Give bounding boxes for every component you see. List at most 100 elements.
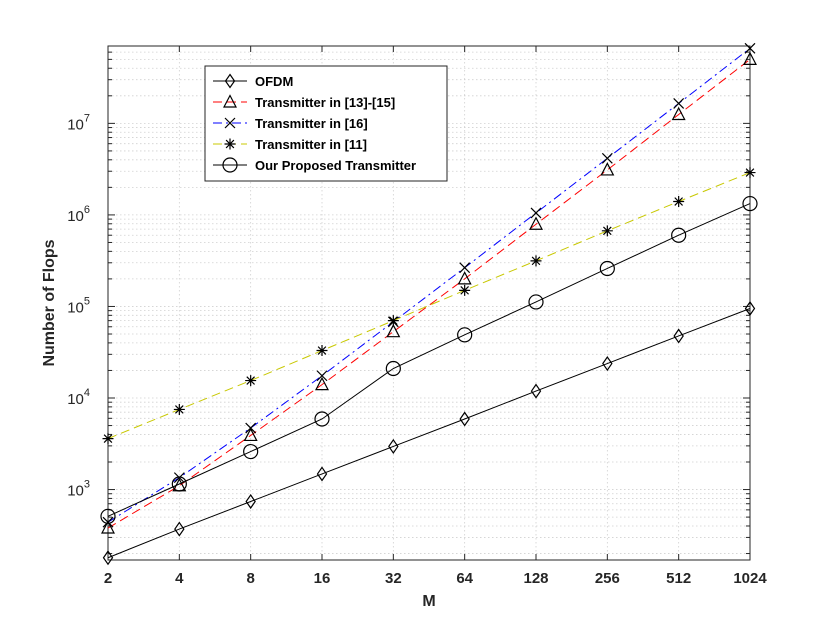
x-tick-labels: 2 4 8 16 32 64 128 256 512 1024	[104, 570, 768, 587]
marker-asterisk	[224, 138, 236, 150]
marker-asterisk	[673, 196, 685, 208]
series-line	[107, 308, 751, 559]
marker-asterisk	[102, 433, 114, 445]
marker-x	[173, 472, 185, 484]
marker-diamond	[102, 550, 114, 566]
series-0	[102, 300, 756, 566]
y-tick-label: 107	[67, 112, 90, 133]
x-tick-label: 256	[595, 570, 620, 587]
x-tick-label: 8	[246, 570, 254, 587]
marker-diamond	[673, 328, 684, 344]
y-tick-base: 10	[67, 116, 84, 133]
series-line	[107, 172, 751, 440]
marker-triangle	[457, 271, 472, 285]
series-line	[107, 47, 751, 523]
legend-label: Transmitter in [11]	[255, 137, 367, 152]
marker-circle	[243, 443, 259, 460]
y-tick-exponent: 4	[84, 387, 90, 399]
legend-entry: Transmitter in [16]	[213, 116, 368, 131]
marker-triangle	[386, 323, 401, 338]
marker-diamond	[245, 493, 256, 510]
marker-circle	[599, 260, 615, 277]
marker-x	[102, 516, 114, 528]
marker-diamond	[224, 73, 236, 89]
marker-x	[744, 42, 756, 54]
series-group	[100, 42, 758, 566]
marker-circle	[671, 227, 687, 243]
marker-circle	[528, 294, 544, 310]
legend-label: OFDM	[255, 74, 293, 89]
marker-x	[224, 117, 236, 129]
marker-diamond	[602, 355, 613, 372]
marker-asterisk	[530, 255, 542, 267]
marker-x	[245, 422, 257, 434]
marker-asterisk	[387, 315, 399, 327]
marker-x	[673, 98, 685, 109]
marker-asterisk	[245, 375, 257, 387]
legend-label: Transmitter in [16]	[255, 116, 368, 131]
marker-asterisk	[744, 167, 756, 179]
x-tick-label: 16	[314, 570, 331, 587]
marker-x	[530, 207, 542, 219]
y-tick-base: 10	[67, 208, 84, 225]
marker-circle	[100, 508, 116, 524]
marker-triangle	[101, 520, 115, 534]
legend-entry: Our Proposed Transmitter	[213, 157, 416, 173]
marker-asterisk	[459, 284, 471, 296]
y-tick-exponent: 5	[84, 295, 90, 307]
marker-triangle	[243, 427, 258, 442]
y-tick-exponent: 7	[84, 112, 90, 124]
marker-diamond	[174, 521, 185, 537]
series-line	[107, 203, 751, 517]
y-tick-exponent: 6	[84, 204, 90, 216]
x-tick-label: 64	[456, 570, 473, 587]
marker-triangle	[743, 51, 757, 65]
marker-x	[316, 370, 328, 382]
marker-triangle	[315, 376, 329, 391]
marker-circle	[742, 195, 758, 212]
marker-asterisk	[601, 225, 613, 237]
y-axis-label: Number of Flops	[41, 239, 58, 366]
marker-asterisk	[316, 345, 328, 357]
marker-diamond	[316, 466, 328, 482]
y-tick-label: 105	[67, 295, 90, 316]
y-tick-label: 104	[67, 387, 90, 408]
marker-diamond	[388, 438, 399, 454]
marker-diamond	[459, 411, 470, 427]
marker-diamond	[744, 300, 756, 317]
x-tick-label: 4	[175, 570, 184, 587]
marker-triangle	[223, 94, 237, 108]
marker-x	[601, 152, 613, 164]
y-tick-base: 10	[67, 391, 84, 408]
y-tick-exponent: 3	[84, 479, 90, 491]
marker-triangle	[529, 216, 543, 230]
marker-diamond	[530, 383, 542, 399]
x-tick-label: 2	[104, 570, 112, 587]
y-tick-label: 103	[67, 479, 90, 500]
marker-triangle	[600, 162, 615, 176]
series-4	[100, 195, 758, 524]
marker-triangle	[671, 106, 686, 121]
marker-circle	[457, 327, 473, 343]
y-tick-label: 106	[67, 204, 90, 225]
legend: OFDM Transmitter in [13]-[15] Transmitter …	[204, 65, 448, 182]
y-tick-base: 10	[67, 483, 84, 500]
legend-entry: Transmitter in [13]-[15]	[213, 94, 395, 110]
legend-entry: Transmitter in [11]	[213, 137, 367, 152]
series-2	[102, 42, 756, 528]
marker-asterisk	[173, 403, 185, 415]
y-tick-base: 10	[67, 299, 84, 316]
legend-label: Our Proposed Transmitter	[255, 158, 416, 173]
x-tick-label: 512	[666, 570, 691, 587]
legend-label: Transmitter in [13]-[15]	[255, 95, 395, 110]
marker-circle	[222, 157, 238, 173]
x-tick-label: 128	[523, 570, 548, 587]
series-3	[102, 167, 756, 445]
marker-circle	[385, 360, 401, 377]
x-tick-label: 1024	[733, 570, 767, 587]
marker-x	[459, 262, 471, 274]
x-axis-label: M	[422, 593, 435, 610]
series-line	[107, 58, 751, 529]
